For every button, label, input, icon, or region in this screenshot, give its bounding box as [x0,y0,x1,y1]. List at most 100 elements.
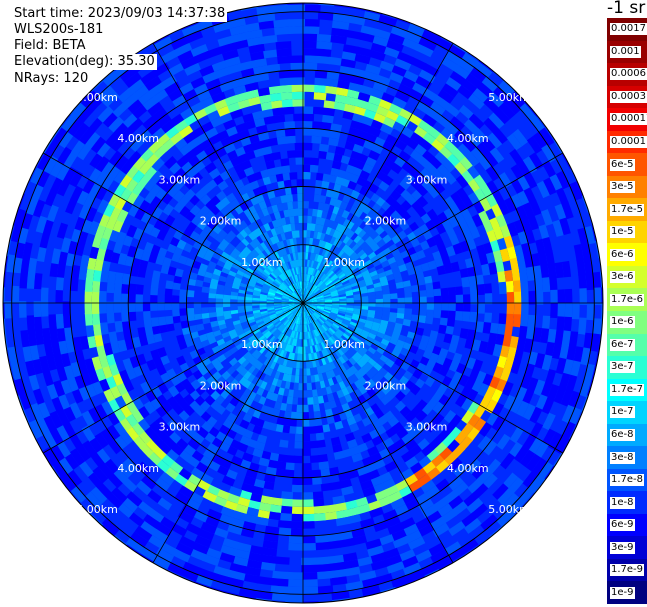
range-gate-cell [356,503,371,515]
range-gate-cell [346,134,359,145]
range-gate-cell [328,261,336,270]
range-gate-cell [330,254,338,262]
range-gate-cell [339,225,348,234]
range-gate-cell [63,325,73,341]
range-gate-cell [43,155,59,175]
range-gate-cell [457,58,476,75]
range-gate-cell [290,55,305,63]
range-gate-cell [368,126,382,138]
range-gate-cell [339,298,347,302]
range-gate-cell [216,259,226,268]
range-gate-cell [119,66,138,83]
range-gate-cell [92,279,101,293]
range-gate-cell [307,208,314,217]
range-gate-cell [368,150,381,161]
range-gate-cell [335,257,343,266]
range-gate-cell [88,436,103,453]
range-gate-cell [288,542,303,551]
range-gate-cell [302,375,308,384]
range-gate-cell [323,277,331,284]
range-gate-cell [252,359,261,368]
range-gate-cell [396,51,415,65]
range-gate-cell [258,20,276,30]
range-gate-cell [277,387,285,396]
range-gate-cell [300,244,304,253]
range-gate-cell [108,362,120,377]
range-gate-cell [556,316,565,333]
range-gate-cell [370,354,380,364]
range-gate-cell [263,153,274,163]
range-gate-cell [44,188,58,207]
range-gate-cell [370,42,388,55]
range-gate-cell [101,364,113,379]
range-gate-cell [299,237,304,245]
range-gate-cell [56,365,68,382]
range-gate-cell [106,311,115,324]
range-gate-cell [318,342,324,351]
range-gate-cell [319,315,327,322]
range-gate-cell [63,363,75,380]
range-gate-cell [281,304,289,307]
range-gate-cell [348,276,357,283]
range-gate-cell [353,329,362,337]
range-gate-cell [317,297,325,301]
range-gate-cell [263,115,276,125]
range-gate-cell [503,357,514,372]
range-gate-cell [201,307,209,314]
range-gate-cell [303,48,319,56]
range-gate-cell [214,98,229,111]
range-gate-cell [380,123,394,135]
range-gate-cell [369,552,387,564]
range-gate-cell [22,408,31,425]
range-gate-cell [281,282,288,289]
range-gate-cell [239,229,249,239]
range-gate-cell [400,492,416,505]
range-gate-cell [303,303,311,305]
range-gate-cell [62,301,71,316]
range-gate-cell [276,416,285,426]
range-gate-cell [308,294,316,300]
range-gate-cell [307,290,312,298]
range-gate-cell [266,322,274,329]
range-gate-cell [267,511,281,521]
range-gate-cell [113,281,123,294]
range-gate-cell [88,220,100,236]
range-gate-cell [343,566,361,577]
range-gate-cell [142,301,151,312]
range-gate-cell [270,92,284,102]
range-gate-cell [112,218,124,233]
range-gate-cell [316,34,333,43]
range-gate-cell [308,307,315,313]
range-gate-cell [382,234,392,244]
range-gate-cell [174,268,184,278]
range-gate-cell [324,267,331,275]
range-gate-cell [349,365,358,374]
range-gate-cell [226,242,236,252]
colorbar-tick-label: 1e-8 [610,496,635,509]
range-gate-cell [452,462,468,478]
range-gate-cell [207,109,222,122]
range-ring-label: 5.00km [488,503,530,516]
range-gate-cell [368,306,376,312]
range-gate-cell [543,177,557,196]
range-gate-cell [395,281,404,289]
range-gate-cell [353,388,363,398]
range-gate-cell [333,153,344,163]
range-gate-cell [491,203,504,219]
range-gate-cell [400,555,419,569]
range-gate-cell [227,569,246,581]
range-gate-cell [356,276,365,283]
range-gate-cell [199,263,209,272]
range-gate-cell [316,246,322,255]
range-gate-cell [417,523,435,538]
range-gate-cell [404,308,413,316]
range-gate-cell [331,275,339,282]
range-gate-cell [43,137,54,154]
range-gate-cell [282,318,289,325]
range-gate-cell [343,284,352,290]
range-gate-cell [261,270,270,278]
range-gate-cell [412,227,424,239]
range-gate-cell [280,498,293,507]
range-gate-cell [534,277,543,293]
range-gate-cell [346,259,355,267]
